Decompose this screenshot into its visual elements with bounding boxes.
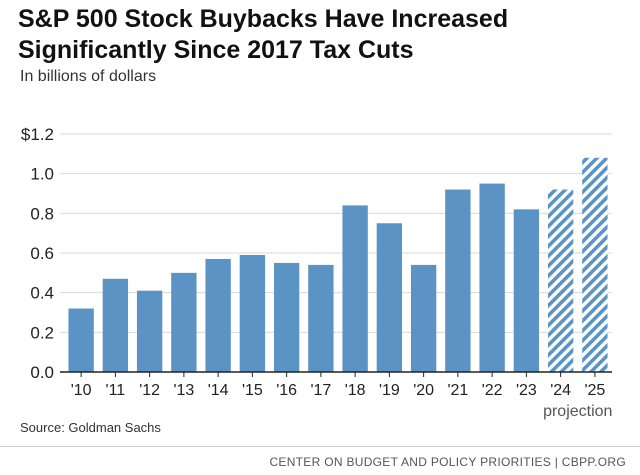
projection-bar xyxy=(582,157,608,372)
bar xyxy=(308,264,334,372)
x-tick-label: '23 xyxy=(516,382,537,399)
bar xyxy=(513,209,540,372)
y-tick-label: 0.0 xyxy=(30,363,54,382)
x-tick-label: '14 xyxy=(208,382,229,399)
x-tick-label: '13 xyxy=(173,382,194,399)
bar xyxy=(205,258,231,372)
y-tick-label: 0.4 xyxy=(30,284,54,303)
bar xyxy=(171,272,197,372)
x-tick-label: '24 xyxy=(550,382,571,399)
x-tick-label: '15 xyxy=(242,382,263,399)
x-tick-label: '19 xyxy=(379,382,400,399)
bar xyxy=(410,264,437,372)
x-tick-label: '11 xyxy=(106,382,126,399)
x-tick-label: '12 xyxy=(139,382,160,399)
x-tick-label: '18 xyxy=(345,382,366,399)
y-tick-label: 0.2 xyxy=(30,323,54,342)
bar xyxy=(68,308,94,372)
bar xyxy=(102,278,129,372)
x-tick-label: '25 xyxy=(584,382,605,399)
x-tick-label: '22 xyxy=(482,382,503,399)
x-tick-label: '17 xyxy=(310,382,331,399)
bar xyxy=(136,290,163,372)
bar xyxy=(342,205,368,372)
footer-credit: CENTER ON BUDGET AND POLICY PRIORITIES |… xyxy=(269,455,626,469)
bars xyxy=(68,157,608,372)
projection-bar xyxy=(547,189,574,372)
bar-chart: 0.0 0.2 0.4 0.6 0.8 1.0 $1.2 '10 '11 '12 '13 '14 '15… xyxy=(21,125,613,420)
footer-divider xyxy=(0,446,640,447)
chart-subtitle: In billions of dollars xyxy=(20,68,157,85)
source-note: Source: Goldman Sachs xyxy=(20,420,161,435)
y-tick-label: $1.2 xyxy=(21,125,54,144)
bar xyxy=(376,223,403,372)
x-tick-label: '10 xyxy=(71,382,92,399)
bar xyxy=(479,183,505,372)
bar xyxy=(445,189,471,372)
bar xyxy=(239,254,266,372)
y-tick-label: 0.8 xyxy=(30,204,54,223)
bar xyxy=(273,262,300,372)
x-tick-label: '16 xyxy=(276,382,297,399)
x-tick-label: '21 xyxy=(447,382,468,399)
axes xyxy=(60,371,612,377)
projection-label: projection xyxy=(543,403,612,420)
chart-title: S&P 500 Stock Buybacks Have Increased Si… xyxy=(18,5,509,64)
y-tick-label: 0.6 xyxy=(30,244,54,263)
y-tick-label: 1.0 xyxy=(30,165,54,184)
labels: 0.0 0.2 0.4 0.6 0.8 1.0 $1.2 '10 '11 '12 '13 '14 '15… xyxy=(21,125,613,420)
x-tick-label: '20 xyxy=(413,382,434,399)
